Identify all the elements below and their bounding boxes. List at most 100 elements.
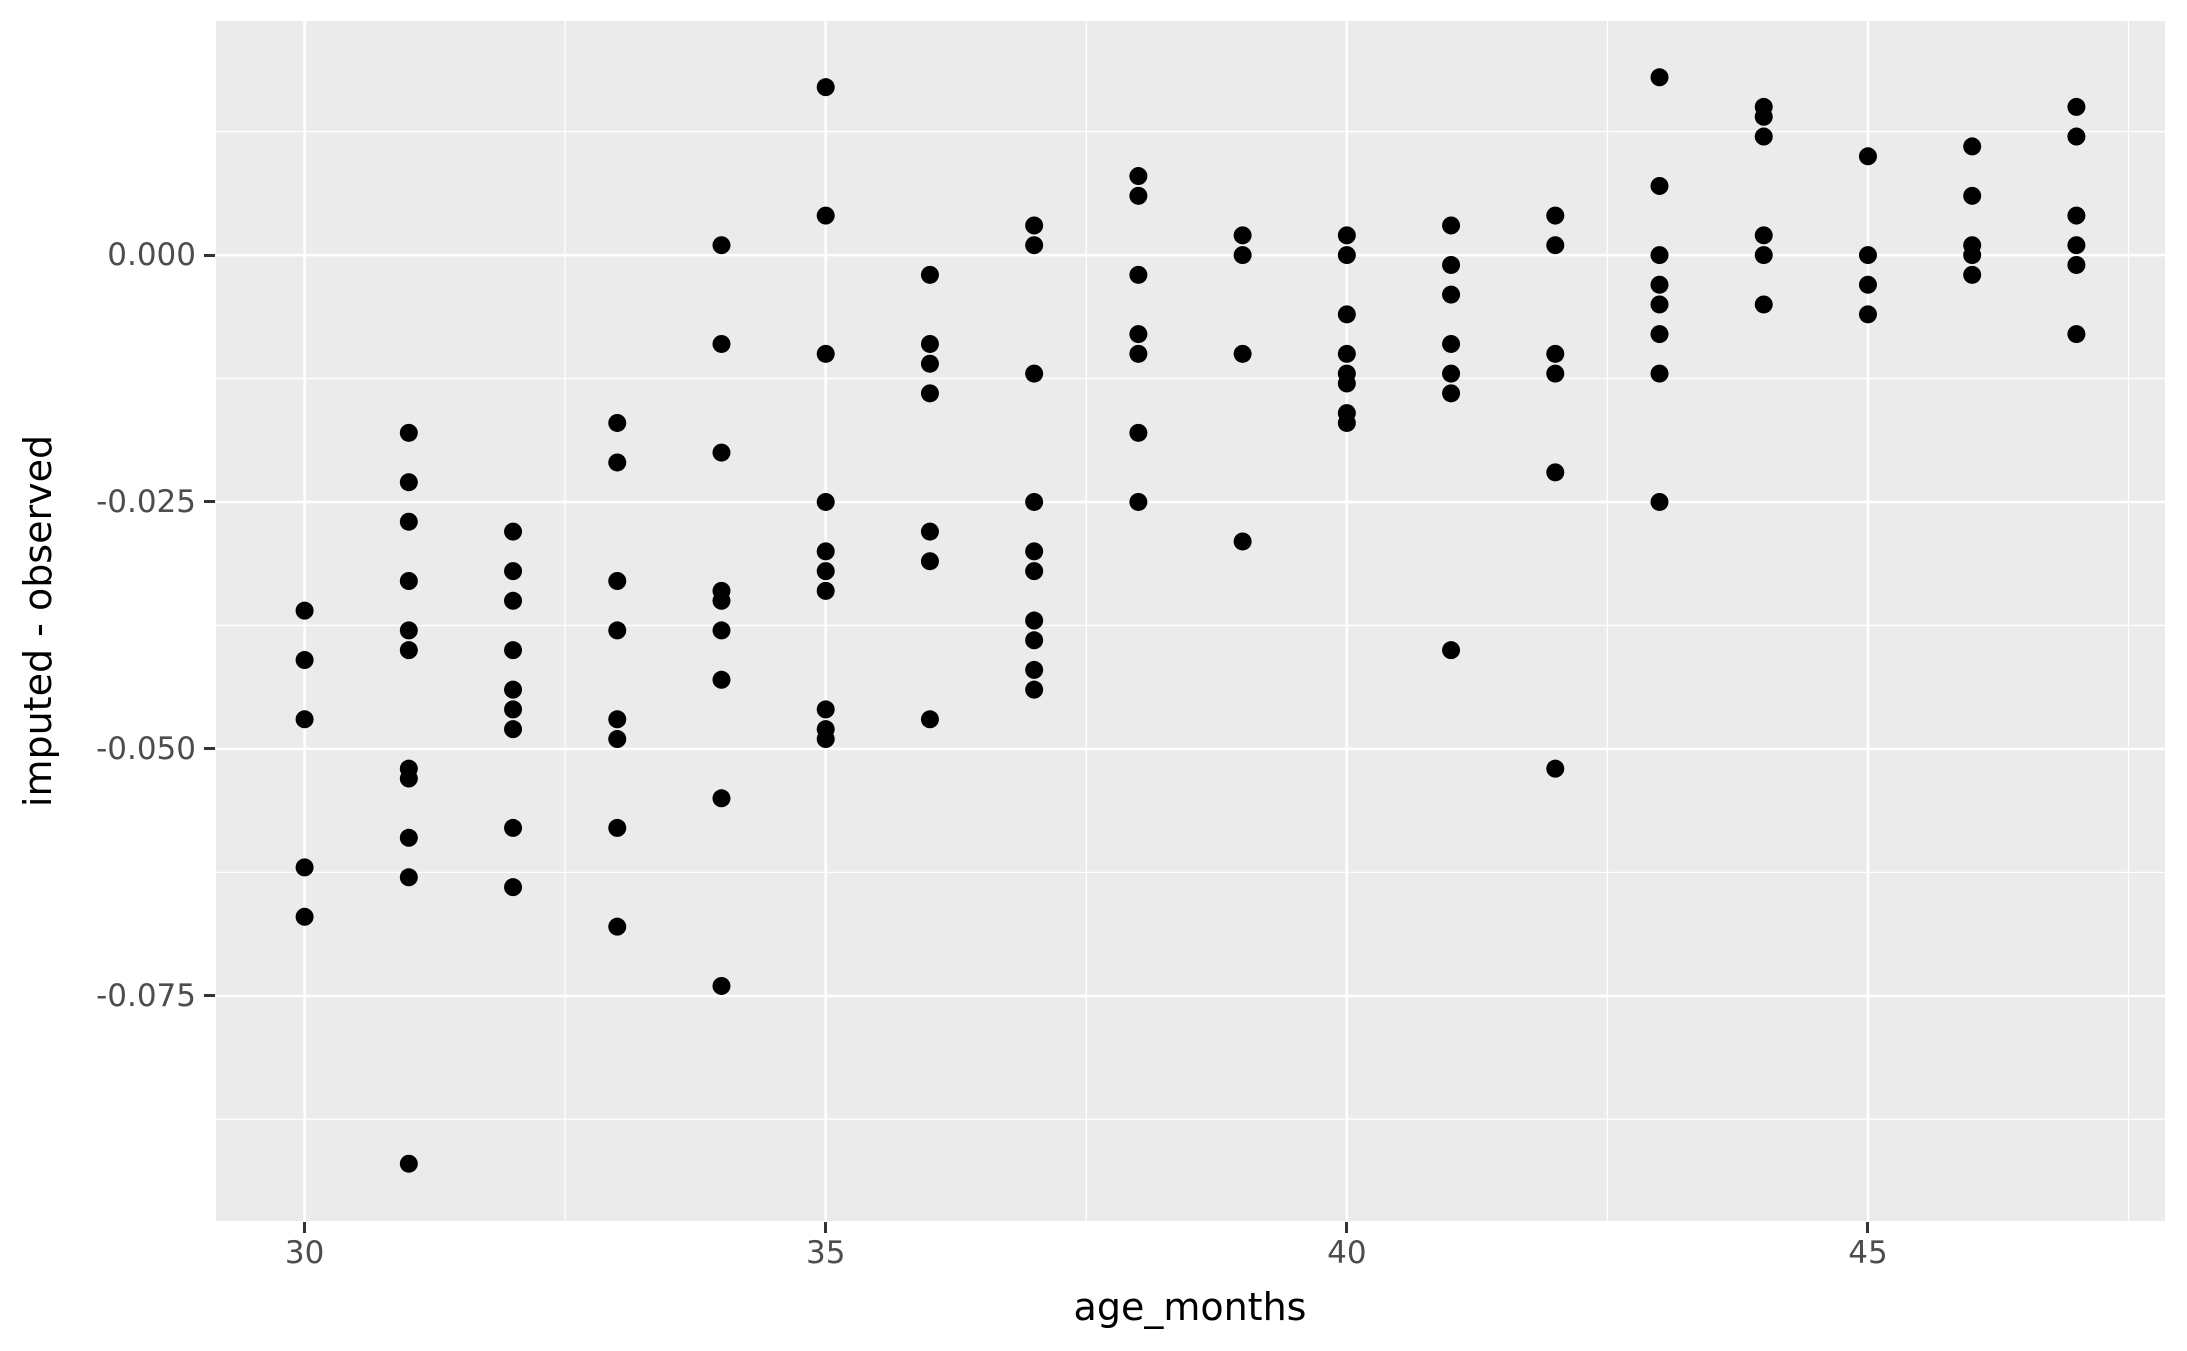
data-point <box>399 572 418 590</box>
data-point <box>1442 641 1461 660</box>
data-point <box>1650 325 1669 344</box>
data-point <box>1650 68 1669 87</box>
y-axis-tick-label: -0.050 <box>96 730 196 767</box>
data-point <box>712 334 731 353</box>
data-point <box>399 769 418 788</box>
data-point <box>1650 246 1669 265</box>
data-point <box>1233 344 1252 363</box>
data-point <box>1129 492 1148 511</box>
data-point <box>295 651 314 670</box>
data-point <box>920 354 939 373</box>
data-point <box>1337 344 1356 363</box>
data-point <box>920 552 939 571</box>
plot-panel <box>216 21 2165 1221</box>
data-point <box>1754 246 1773 265</box>
data-point <box>504 720 523 739</box>
data-point <box>1546 206 1565 225</box>
data-point <box>1337 305 1356 324</box>
data-point <box>1129 344 1148 363</box>
y-axis-title: imputed - observed <box>16 434 60 808</box>
data-point <box>504 522 523 541</box>
data-point <box>920 384 939 403</box>
data-point <box>2067 325 2086 344</box>
data-point <box>1754 226 1773 245</box>
data-point <box>295 907 314 926</box>
data-point <box>608 730 627 749</box>
data-point <box>1442 384 1461 403</box>
data-point <box>920 334 939 353</box>
data-point <box>1546 759 1565 778</box>
data-point <box>816 542 835 561</box>
data-point <box>1650 176 1669 195</box>
y-axis-tick-mark <box>204 253 215 257</box>
data-point <box>816 206 835 225</box>
data-point <box>1858 275 1877 294</box>
data-point <box>608 710 627 729</box>
data-point <box>1442 285 1461 304</box>
y-axis-tick-label: 0.000 <box>107 237 196 274</box>
data-point <box>1963 186 1982 205</box>
data-point <box>608 818 627 837</box>
data-point <box>399 868 418 887</box>
data-point <box>1129 186 1148 205</box>
data-point <box>816 581 835 600</box>
data-point <box>1025 236 1044 255</box>
data-point <box>1754 127 1773 146</box>
x-axis-tick-mark <box>1866 1222 1870 1233</box>
data-point <box>816 730 835 749</box>
data-point <box>504 562 523 581</box>
x-axis-tick-label: 40 <box>1327 1235 1367 1271</box>
x-axis-tick-label: 45 <box>1848 1235 1888 1271</box>
y-axis-tick-mark <box>204 500 215 504</box>
data-point <box>2067 97 2086 116</box>
data-point <box>1233 226 1252 245</box>
data-point <box>1650 492 1669 511</box>
data-point <box>608 917 627 936</box>
data-point <box>1129 325 1148 344</box>
data-point <box>1546 364 1565 383</box>
data-point <box>920 265 939 284</box>
data-point <box>1546 463 1565 482</box>
data-point <box>1963 246 1982 265</box>
data-point <box>504 700 523 719</box>
data-point <box>1129 265 1148 284</box>
data-point <box>712 443 731 462</box>
data-point <box>816 562 835 581</box>
scatter-canvas <box>216 21 2165 1221</box>
data-point <box>1858 305 1877 324</box>
data-point <box>399 641 418 660</box>
data-point <box>399 1154 418 1173</box>
x-axis-tick-mark <box>303 1222 307 1233</box>
data-point <box>1337 413 1356 432</box>
data-point <box>1963 137 1982 156</box>
data-point <box>399 423 418 442</box>
data-point <box>2067 255 2086 274</box>
data-point <box>1025 631 1044 650</box>
data-point <box>2067 127 2086 146</box>
data-point <box>399 512 418 531</box>
y-axis-tick-label: -0.075 <box>96 977 196 1014</box>
data-point <box>295 601 314 620</box>
data-point <box>608 572 627 590</box>
data-point <box>504 641 523 660</box>
data-point <box>1442 364 1461 383</box>
data-point <box>1858 246 1877 265</box>
data-point <box>816 700 835 719</box>
data-point <box>1025 492 1044 511</box>
data-point <box>1337 226 1356 245</box>
x-axis-tick-label: 30 <box>284 1235 325 1271</box>
data-point <box>1025 562 1044 581</box>
x-axis-tick-mark <box>824 1222 828 1233</box>
data-point <box>920 522 939 541</box>
data-point <box>504 878 523 897</box>
data-point <box>1025 611 1044 630</box>
data-point <box>712 591 731 610</box>
x-axis-tick-mark <box>1345 1222 1349 1233</box>
data-point <box>1337 374 1356 393</box>
data-point <box>399 473 418 492</box>
data-point <box>1754 107 1773 126</box>
data-point <box>712 670 731 689</box>
data-point <box>1233 246 1252 265</box>
data-point <box>1442 216 1461 235</box>
